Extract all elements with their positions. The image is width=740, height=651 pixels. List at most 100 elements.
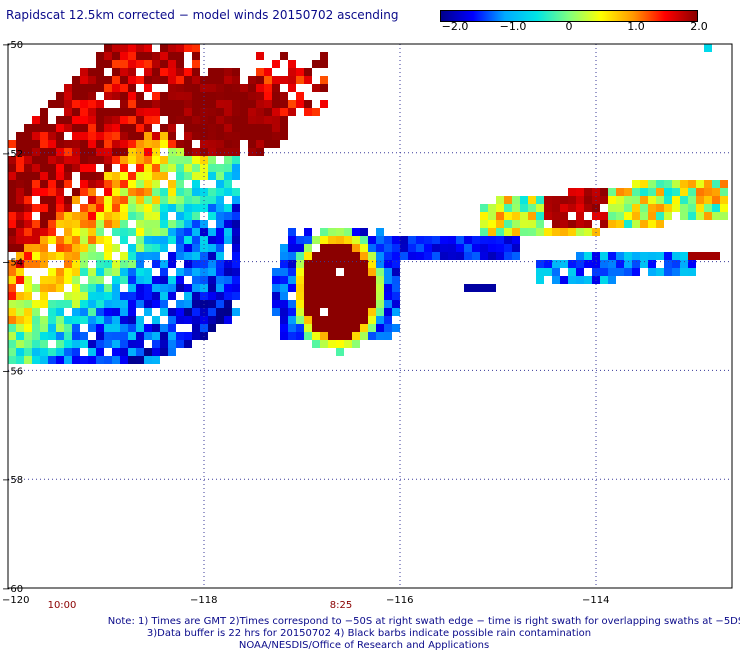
wind-cell xyxy=(568,276,576,284)
wind-cell xyxy=(640,220,648,228)
wind-cell xyxy=(280,252,288,260)
wind-cell xyxy=(136,172,144,180)
wind-cell xyxy=(448,236,456,244)
wind-cell xyxy=(56,196,64,204)
wind-cell xyxy=(160,220,168,228)
wind-cell xyxy=(216,116,224,124)
wind-cell xyxy=(312,316,320,324)
wind-cell xyxy=(336,348,344,356)
wind-cell xyxy=(232,236,240,244)
wind-cell xyxy=(336,252,344,260)
wind-cell xyxy=(320,300,328,308)
wind-cell xyxy=(568,228,576,236)
wind-cell xyxy=(312,308,320,316)
wind-cell xyxy=(656,212,664,220)
wind-cell xyxy=(248,132,256,140)
wind-cell xyxy=(64,340,72,348)
wind-cell xyxy=(456,244,464,252)
wind-cell xyxy=(328,228,336,236)
wind-cell xyxy=(64,140,72,148)
map-title: Rapidscat 12.5km corrected − model winds… xyxy=(6,8,399,22)
wind-cell xyxy=(64,244,72,252)
wind-cell xyxy=(112,244,120,252)
wind-cell xyxy=(232,68,240,76)
wind-cell xyxy=(472,236,480,244)
wind-cell xyxy=(88,132,96,140)
wind-cell xyxy=(136,148,144,156)
wind-cell xyxy=(168,156,176,164)
wind-cell xyxy=(176,340,184,348)
wind-cell xyxy=(472,252,480,260)
wind-cell xyxy=(120,220,128,228)
wind-cell xyxy=(8,180,16,188)
wind-cell xyxy=(40,124,48,132)
wind-cell xyxy=(80,108,88,116)
wind-cell xyxy=(64,180,72,188)
wind-cell xyxy=(136,332,144,340)
wind-cell xyxy=(120,44,128,52)
wind-cell xyxy=(128,284,136,292)
wind-cell xyxy=(96,156,104,164)
wind-cell xyxy=(8,308,16,316)
wind-cell xyxy=(344,260,352,268)
wind-cell xyxy=(120,340,128,348)
wind-cell xyxy=(8,340,16,348)
wind-cell xyxy=(256,124,264,132)
wind-cell xyxy=(104,340,112,348)
wind-cell xyxy=(80,252,88,260)
wind-cell xyxy=(648,180,656,188)
wind-cell xyxy=(616,212,624,220)
wind-cell xyxy=(232,284,240,292)
wind-cell xyxy=(16,196,24,204)
wind-cell xyxy=(128,132,136,140)
wind-cell xyxy=(464,284,472,292)
wind-cell xyxy=(232,132,240,140)
wind-cell xyxy=(56,124,64,132)
wind-cell xyxy=(112,156,120,164)
wind-cell xyxy=(128,300,136,308)
wind-cell xyxy=(80,116,88,124)
wind-cell xyxy=(48,204,56,212)
wind-cell xyxy=(632,212,640,220)
wind-cell xyxy=(152,60,160,68)
wind-cell xyxy=(96,68,104,76)
wind-cell xyxy=(304,268,312,276)
wind-cell xyxy=(16,180,24,188)
wind-cell xyxy=(152,348,160,356)
wind-cell xyxy=(232,268,240,276)
wind-cell xyxy=(720,212,728,220)
wind-cell xyxy=(568,268,576,276)
wind-cell xyxy=(624,188,632,196)
wind-cell xyxy=(224,180,232,188)
wind-cell xyxy=(128,76,136,84)
wind-cell xyxy=(96,220,104,228)
wind-cell xyxy=(272,308,280,316)
wind-cell xyxy=(320,284,328,292)
wind-cell xyxy=(192,180,200,188)
wind-cell xyxy=(264,124,272,132)
wind-cell xyxy=(440,236,448,244)
wind-cell xyxy=(16,292,24,300)
wind-cell xyxy=(608,212,616,220)
wind-cell xyxy=(56,236,64,244)
wind-cell xyxy=(352,268,360,276)
wind-cell xyxy=(24,316,32,324)
wind-cell xyxy=(528,196,536,204)
wind-cell xyxy=(344,324,352,332)
wind-cell xyxy=(104,212,112,220)
wind-cell xyxy=(64,316,72,324)
wind-cell xyxy=(488,284,496,292)
wind-cell xyxy=(136,76,144,84)
wind-cell xyxy=(48,140,56,148)
wind-cell xyxy=(560,276,568,284)
wind-cell xyxy=(104,116,112,124)
wind-cell xyxy=(48,188,56,196)
wind-cell xyxy=(192,68,200,76)
wind-cell xyxy=(344,228,352,236)
wind-cell xyxy=(648,212,656,220)
wind-cell xyxy=(192,100,200,108)
wind-cell xyxy=(32,236,40,244)
wind-cell xyxy=(168,148,176,156)
wind-cell xyxy=(112,220,120,228)
wind-cell xyxy=(408,236,416,244)
